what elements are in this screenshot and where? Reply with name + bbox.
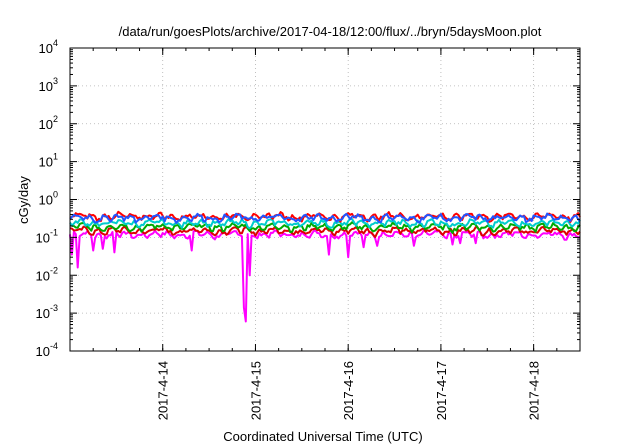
y-tick-label: 102 — [39, 114, 58, 132]
x-tick-label: 2017-4-17 — [434, 361, 449, 420]
y-tick-label: 104 — [39, 38, 58, 56]
y-tick-label: 10-4 — [36, 341, 58, 359]
x-axis-label: Coordinated Universal Time (UTC) — [223, 429, 422, 444]
series-layer — [69, 210, 581, 323]
x-tick-label: 2017-4-16 — [341, 361, 356, 420]
x-tick-label: 2017-4-18 — [527, 361, 542, 420]
y-tick-label: 103 — [39, 76, 58, 94]
series-line — [69, 221, 581, 234]
x-tick-label: 2017-4-14 — [156, 361, 171, 420]
y-tick-label: 101 — [39, 152, 58, 170]
chart-title: /data/run/goesPlots/archive/2017-04-18/1… — [119, 24, 542, 39]
series-line — [69, 217, 581, 230]
y-tick-label: 10-2 — [36, 265, 58, 283]
x-axis: 2017-4-14 2017-4-15 2017-4-16 2017-4-17 2017… — [69, 48, 581, 420]
series-line — [69, 212, 581, 224]
series-line — [69, 229, 581, 323]
x-tick-label: 2017-4-15 — [248, 361, 263, 420]
y-axis-label: cGy/day — [16, 176, 31, 224]
y-tick-label: 100 — [39, 190, 58, 208]
y-axis: 10-4 10-3 10-2 10-1 100 101 102 103 104 — [36, 38, 580, 359]
y-tick-label: 10-1 — [36, 227, 58, 245]
y-tick-label: 10-3 — [36, 303, 58, 321]
